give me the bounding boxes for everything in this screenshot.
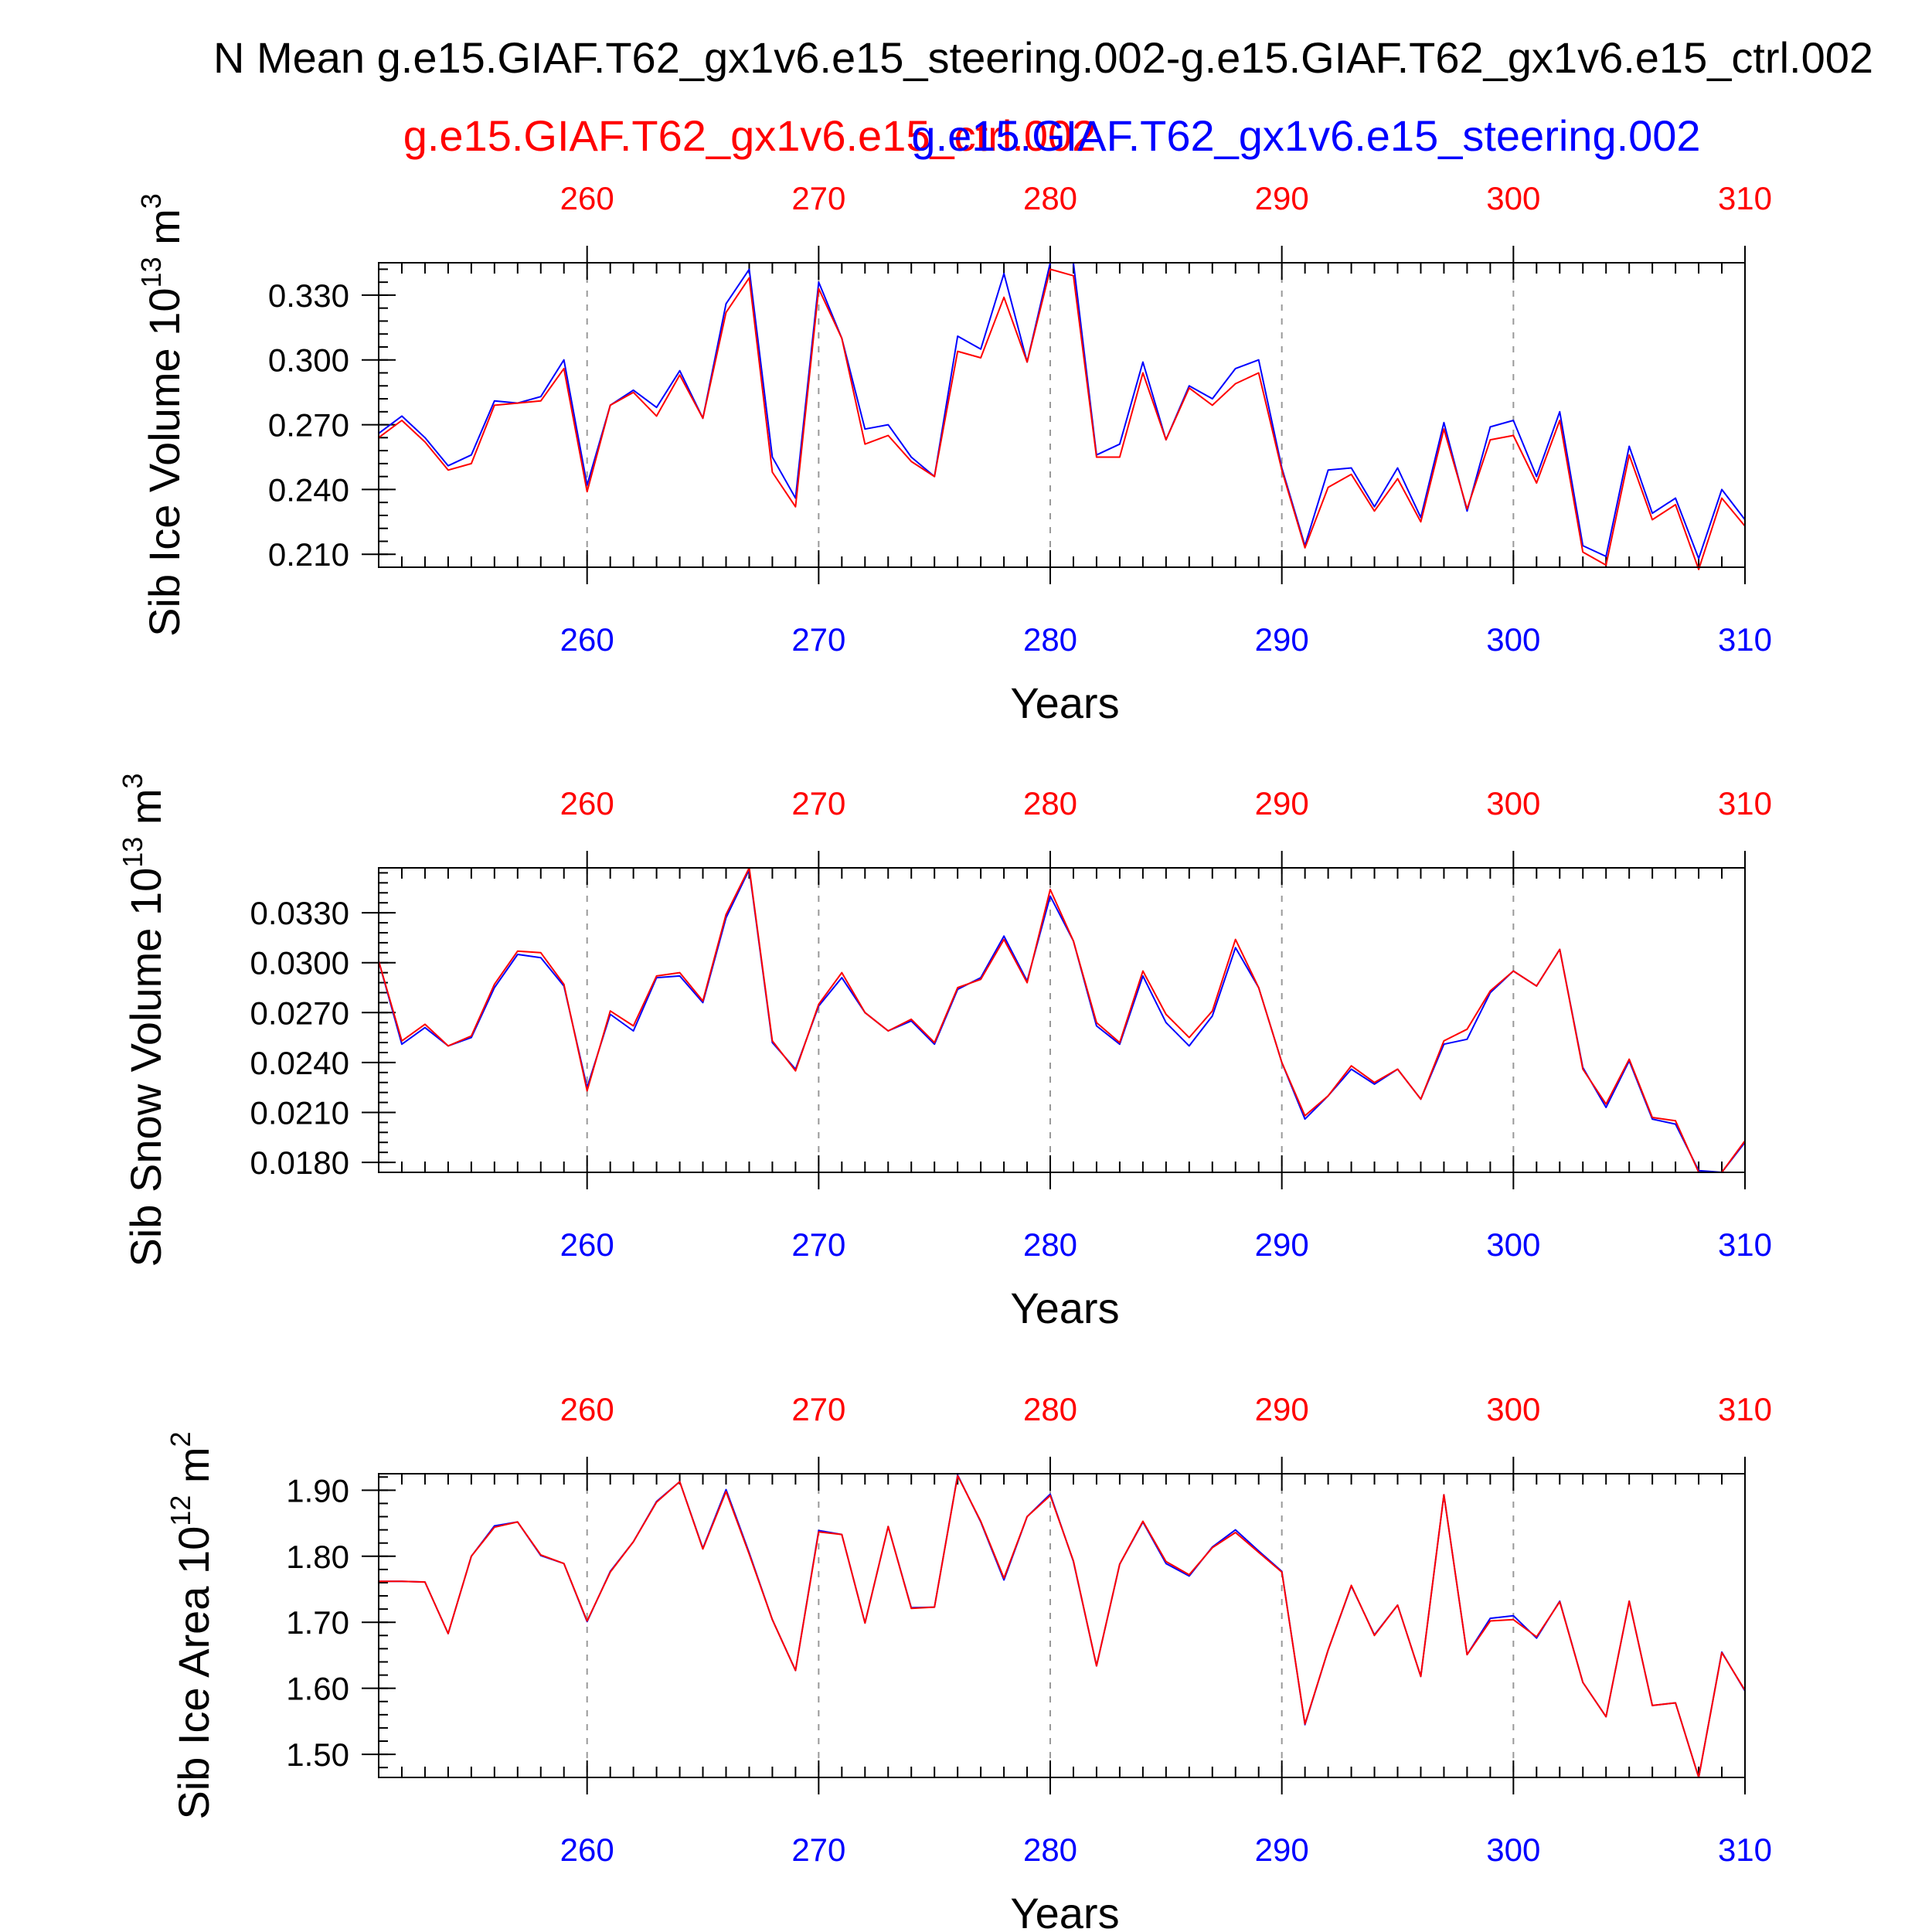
x-tick-label-bottom: 270: [791, 621, 845, 658]
plot-frame: [378, 262, 1746, 568]
y-axis-label: Sib Ice Volume 1013 m3: [135, 193, 189, 637]
x-tick-label-bottom: 260: [560, 1832, 614, 1868]
y-tick-label: 1.80: [286, 1539, 349, 1575]
x-tick-label-top: 290: [1255, 1391, 1309, 1427]
x-tick-label-bottom: 280: [1023, 1226, 1077, 1263]
x-tick-label-top: 270: [791, 785, 845, 821]
panel-2: 0.0180 0.0210 0.0240 0.0270 0.0300 0.0330 260 2…: [117, 773, 1772, 1332]
x-tick-label-bottom: 290: [1255, 621, 1309, 658]
x-tick-label-bottom: 300: [1486, 1226, 1540, 1263]
x-tick-label-top: 280: [1023, 1391, 1077, 1427]
x-tick-label-top: 300: [1486, 785, 1540, 821]
x-tick-label-top: 290: [1255, 180, 1309, 216]
y-axis-label-main: Sib Snow Volume 10: [121, 868, 170, 1267]
y-tick-label: 0.0270: [250, 995, 349, 1031]
ctrl-series-line: [379, 1475, 1746, 1778]
plot-frame: [378, 1473, 1746, 1778]
y-tick-label: 0.210: [268, 536, 349, 573]
y-axis-label-unit: m: [140, 209, 189, 257]
x-tick-label-bottom: 300: [1486, 1832, 1540, 1868]
x-tick-label-bottom: 310: [1718, 1832, 1772, 1868]
x-axis-label: Years: [1010, 1889, 1119, 1932]
y-tick-label: 0.0330: [250, 895, 349, 931]
plot-frame: [378, 867, 1746, 1173]
y-axis-label-main: Sib Ice Volume 10: [140, 287, 189, 636]
y-tick-label: 1.90: [286, 1472, 349, 1509]
x-tick-label-top: 300: [1486, 180, 1540, 216]
x-tick-label-top: 260: [560, 1391, 614, 1427]
x-tick-label-bottom: 280: [1023, 1832, 1077, 1868]
x-tick-label-top: 280: [1023, 180, 1077, 216]
x-tick-label-top: 270: [791, 1391, 845, 1427]
x-tick-label-bottom: 290: [1255, 1832, 1309, 1868]
x-tick-label-top: 310: [1718, 785, 1772, 821]
y-tick-label: 0.0180: [250, 1145, 349, 1181]
x-tick-label-bottom: 280: [1023, 621, 1077, 658]
y-tick-label: 0.240: [268, 471, 349, 508]
panel-1: 0.210 0.240 0.270 0.300 0.330 260 260 270 270 280…: [135, 180, 1772, 727]
steering-case-label: g.e15.GIAF.T62_gx1v6.e15_steering.002: [911, 111, 1700, 160]
y-tick-label: 0.300: [268, 342, 349, 379]
y-axis-label-unit-exponent: 3: [135, 193, 167, 209]
steering-series-line: [378, 262, 1746, 560]
panel-3: 1.50 1.60 1.70 1.80 1.90 260 260 270 270 280 280 29…: [165, 1391, 1772, 1932]
y-axis-label-unit: m: [121, 788, 170, 836]
x-tick-label-bottom: 260: [560, 621, 614, 658]
y-axis-label-unit: m: [169, 1447, 218, 1495]
y-axis-label-exponent: 12: [165, 1495, 196, 1526]
y-axis-label-unit-exponent: 3: [117, 773, 148, 788]
x-tick-label-bottom: 270: [791, 1226, 845, 1263]
y-tick-label: 0.0240: [250, 1045, 349, 1081]
x-tick-label-bottom: 310: [1718, 1226, 1772, 1263]
x-tick-label-bottom: 290: [1255, 1226, 1309, 1263]
y-tick-label: 1.60: [286, 1671, 349, 1707]
ctrl-series-line: [378, 867, 1746, 1173]
x-tick-label-bottom: 260: [560, 1226, 614, 1263]
steering-series-line: [379, 1474, 1746, 1778]
y-tick-label: 1.70: [286, 1604, 349, 1641]
y-axis-label-exponent: 13: [135, 257, 167, 287]
x-tick-label-top: 300: [1486, 1391, 1540, 1427]
y-axis-label-unit-exponent: 2: [165, 1431, 196, 1447]
x-tick-label-bottom: 270: [791, 1832, 845, 1868]
x-axis-label: Years: [1010, 1284, 1119, 1332]
y-axis-label-exponent: 13: [117, 837, 148, 868]
x-tick-label-top: 260: [560, 180, 614, 216]
x-tick-label-top: 270: [791, 180, 845, 216]
y-tick-label: 0.0300: [250, 945, 349, 981]
x-axis-label: Years: [1010, 679, 1119, 727]
figure-title: N Mean g.e15.GIAF.T62_gx1v6.e15_steering…: [213, 33, 1873, 82]
y-tick-label: 0.330: [268, 277, 349, 314]
x-tick-label-top: 290: [1255, 785, 1309, 821]
ctrl-case-label: g.e15.GIAF.T62_gx1v6.e15_ctrl.002: [403, 111, 1097, 160]
x-tick-label-top: 260: [560, 785, 614, 821]
y-axis-label: Sib Ice Area 1012 m2: [165, 1431, 218, 1819]
x-tick-label-top: 310: [1718, 180, 1772, 216]
x-tick-label-top: 280: [1023, 785, 1077, 821]
x-tick-label-bottom: 310: [1718, 621, 1772, 658]
x-tick-label-bottom: 300: [1486, 621, 1540, 658]
y-tick-label: 1.50: [286, 1736, 349, 1773]
y-tick-label: 0.270: [268, 407, 349, 444]
y-axis-label: Sib Snow Volume 1013 m3: [117, 773, 170, 1267]
y-axis-label-main: Sib Ice Area 10: [169, 1526, 218, 1820]
panels-group: 0.210 0.240 0.270 0.300 0.330 260 260 270 270 280…: [117, 180, 1772, 1932]
y-tick-label: 0.0210: [250, 1094, 349, 1131]
x-tick-label-top: 310: [1718, 1391, 1772, 1427]
ctrl-series-line: [378, 268, 1746, 570]
